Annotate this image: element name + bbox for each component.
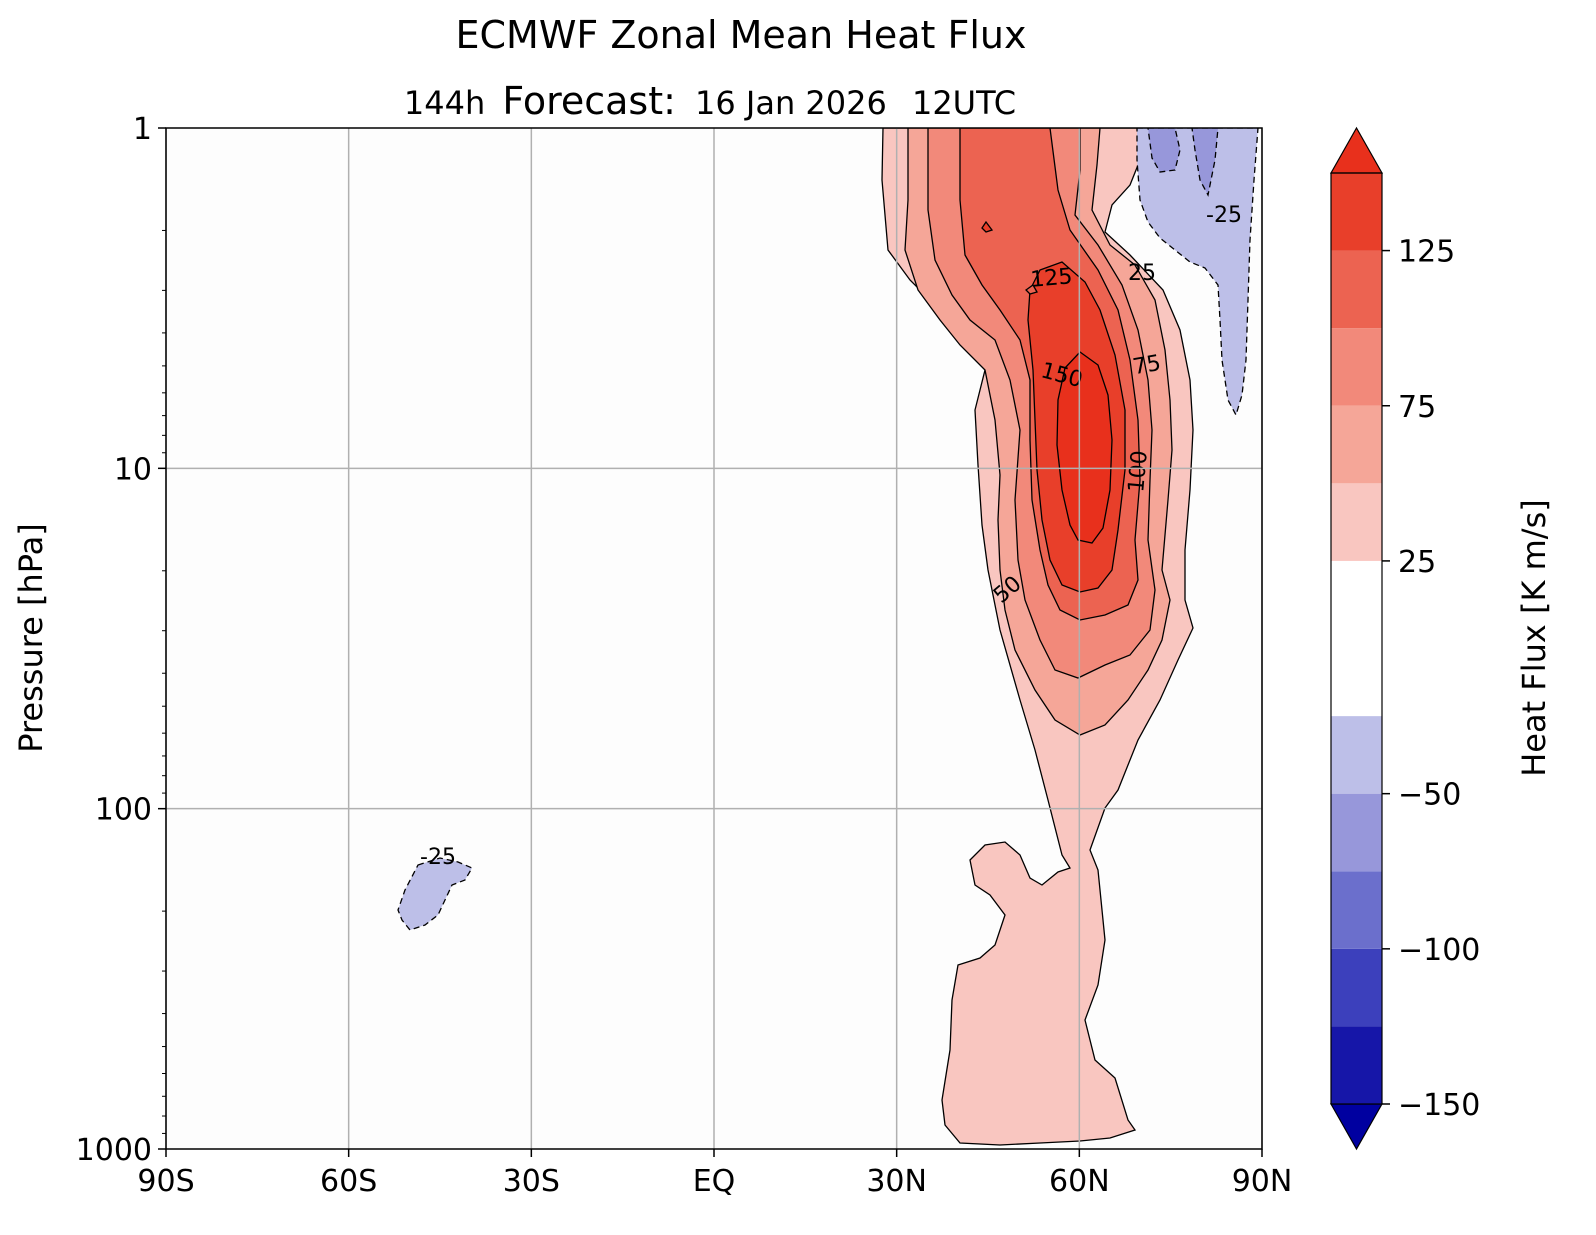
contour-fill-neg25-south xyxy=(397,857,473,931)
x-tick-label: 30N xyxy=(866,1164,927,1199)
contour-fill-neg25-north xyxy=(1136,128,1259,417)
colorbar-extend-max xyxy=(1329,126,1384,174)
colorbar-segment xyxy=(1331,173,1382,251)
contour-label: 125 xyxy=(1029,264,1073,293)
contour-labels: 125 25 150 75 100 50 -25 -25 xyxy=(420,203,1242,870)
colorbar-segment xyxy=(1331,250,1382,329)
contour-label: 25 xyxy=(1128,261,1156,286)
x-tick-label: 90S xyxy=(137,1164,194,1199)
forecast-date: 16 Jan 2026 xyxy=(695,84,887,122)
colorbar-label: Heat Flux [K m/s] xyxy=(1515,499,1553,777)
contour-fill-150 xyxy=(1056,351,1113,544)
colorbar-segment xyxy=(1331,871,1382,949)
colorbar-tick-label: 75 xyxy=(1398,390,1436,425)
colorbar-segment xyxy=(1331,560,1382,717)
colorbar-segment xyxy=(1331,793,1382,872)
x-axis: 90S 60S 30S EQ 30N 60N 90N xyxy=(137,1149,1292,1199)
contour-label: 100 xyxy=(1124,449,1153,493)
filled-contours xyxy=(397,128,1259,1146)
y-tick-label: 100 xyxy=(95,793,152,828)
colorbar-tick-label: 125 xyxy=(1398,235,1455,270)
colorbar-tick-label: −100 xyxy=(1398,933,1480,968)
colorbar-segment xyxy=(1331,328,1382,406)
forecast-label: Forecast: xyxy=(502,79,676,123)
colorbar-segment xyxy=(1331,483,1382,561)
colorbar-segment xyxy=(1331,948,1382,1027)
chart-subtitle: 144h Forecast: 16 Jan 2026 12UTC xyxy=(404,79,1016,123)
colorbar-segment xyxy=(1331,405,1382,484)
contour-fill-neg50-north xyxy=(1147,128,1219,197)
colorbar-segment xyxy=(1331,1026,1382,1104)
colorbar-tick-label: 25 xyxy=(1398,545,1436,580)
y-tick-label: 1 xyxy=(133,112,152,147)
colorbar-segment xyxy=(1331,716,1382,794)
y-axis: 1 10 100 1000 xyxy=(76,112,166,1168)
contour-small-2 xyxy=(1024,284,1038,295)
colorbar-tick-label: −50 xyxy=(1398,778,1461,813)
x-tick-label: 90N xyxy=(1232,1164,1293,1199)
colorbar: 125 75 25 −50 −100 −150 xyxy=(1329,126,1480,1151)
colorbar-frame xyxy=(1330,172,1383,1105)
y-axis-label: Pressure [hPa] xyxy=(12,523,50,753)
forecast-time: 12UTC xyxy=(912,84,1016,122)
contour-label: -25 xyxy=(1206,203,1242,228)
y-tick-label: 10 xyxy=(114,452,152,487)
chart-title: ECMWF Zonal Mean Heat Flux xyxy=(456,13,1027,57)
x-tick-label: 60S xyxy=(320,1164,377,1199)
contour-small-1 xyxy=(981,220,994,233)
contour-label: -25 xyxy=(420,845,456,870)
contour-label: 75 xyxy=(1131,351,1163,380)
y-tick-label: 1000 xyxy=(76,1133,152,1168)
x-tick-label: 30S xyxy=(503,1164,560,1199)
x-tick-label: 60N xyxy=(1049,1164,1110,1199)
x-tick-label: EQ xyxy=(693,1164,736,1199)
colorbar-extend-min xyxy=(1329,1103,1384,1151)
forecast-lead: 144h xyxy=(404,84,485,122)
colorbar-tick-label: −150 xyxy=(1398,1088,1480,1123)
